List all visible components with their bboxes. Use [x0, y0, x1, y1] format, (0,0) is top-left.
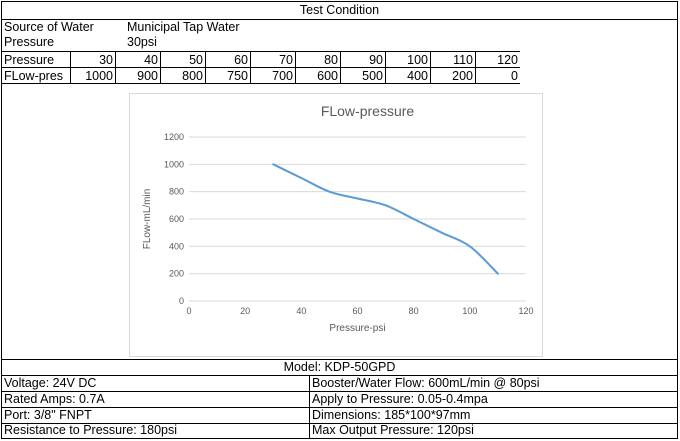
- spec-max-output: Max Output Pressure: 120psi: [312, 423, 474, 437]
- divider: [2, 391, 677, 392]
- x-axis-label: Pressure-psi: [329, 323, 385, 334]
- table-row-flow: FLow-pres 1000 900 800 750 700 600 500 4…: [2, 67, 520, 84]
- table-row-pressure: Pressure 30 40 50 60 70 80 90 100 110 12…: [2, 51, 520, 68]
- table-cell: 800: [160, 67, 206, 84]
- y-tick-label: 800: [169, 187, 184, 197]
- y-tick-label: 200: [169, 269, 184, 279]
- table-cell: 200: [430, 67, 476, 84]
- x-tick-label: 120: [518, 306, 533, 316]
- condition-value-source: Municipal Tap Water: [127, 20, 240, 34]
- table-cell: 700: [250, 67, 296, 84]
- table-cell: 600: [295, 67, 341, 84]
- row-label: Pressure: [2, 51, 71, 68]
- divider: [2, 359, 677, 360]
- divider: [2, 423, 677, 424]
- table-cell: 100: [385, 51, 431, 68]
- x-tick-label: 100: [462, 306, 477, 316]
- x-tick-label: 0: [186, 306, 191, 316]
- table-cell: 120: [475, 51, 520, 68]
- y-tick-label: 600: [169, 214, 184, 224]
- y-axis-label: FLow-mL/min: [142, 189, 153, 250]
- spec-dimensions: Dimensions: 185*100*97mm: [312, 408, 471, 422]
- divider: [2, 407, 677, 408]
- test-condition-title: Test Condition: [299, 3, 380, 17]
- spec-port: Port: 3/8" FNPT: [4, 408, 92, 422]
- x-tick-label: 40: [296, 306, 306, 316]
- y-tick-label: 400: [169, 241, 184, 251]
- table-cell: 1000: [70, 67, 116, 84]
- model-name: Model: KDP-50GPD: [283, 360, 396, 374]
- spec-flow: Booster/Water Flow: 600mL/min @ 80psi: [312, 376, 540, 390]
- table-cell: 50: [160, 51, 206, 68]
- x-tick-label: 60: [352, 306, 362, 316]
- table-cell: 750: [205, 67, 251, 84]
- spec-amps: Rated Amps: 0.7A: [4, 392, 105, 406]
- chart-title: FLow-pressure: [321, 103, 415, 119]
- table-cell: 40: [115, 51, 161, 68]
- table-cell: 0: [475, 67, 520, 84]
- chart-svg: 0 200 400 600 800 1000 1200 0 20 40 60 80 100 120 FLow…: [142, 103, 534, 334]
- table-cell: 900: [115, 67, 161, 84]
- condition-label-pressure: Pressure: [4, 35, 55, 49]
- condition-value-pressure: 30psi: [127, 35, 157, 49]
- x-tick-label: 80: [409, 306, 419, 316]
- y-tick-label: 0: [179, 296, 184, 306]
- flow-pressure-chart: 0 200 400 600 800 1000 1200 0 20 40 60 80 100 120 FLow…: [129, 93, 543, 357]
- table-cell: 400: [385, 67, 431, 84]
- table-cell: 30: [70, 51, 116, 68]
- x-tick-label: 20: [240, 306, 250, 316]
- table-cell: 80: [295, 51, 341, 68]
- spec-apply-pressure: Apply to Pressure: 0.05-0.4mpa: [312, 392, 488, 406]
- table-cell: 70: [250, 51, 296, 68]
- table-cell: 60: [205, 51, 251, 68]
- divider: [2, 375, 677, 376]
- spec-resistance: Resistance to Pressure: 180psi: [4, 423, 178, 437]
- row-label: FLow-pres: [2, 67, 71, 84]
- spec-voltage: Voltage: 24V DC: [4, 376, 97, 390]
- series-line: [272, 163, 499, 275]
- condition-label-source: Source of Water: [4, 20, 94, 34]
- table-cell: 90: [340, 51, 386, 68]
- table-cell: 500: [340, 67, 386, 84]
- table-cell: 110: [430, 51, 476, 68]
- divider: [2, 19, 677, 20]
- y-tick-label: 1000: [164, 159, 184, 169]
- flow-pressure-table: Pressure 30 40 50 60 70 80 90 100 110 12…: [2, 51, 520, 84]
- divider: [309, 375, 310, 438]
- y-tick-label: 1200: [164, 132, 184, 142]
